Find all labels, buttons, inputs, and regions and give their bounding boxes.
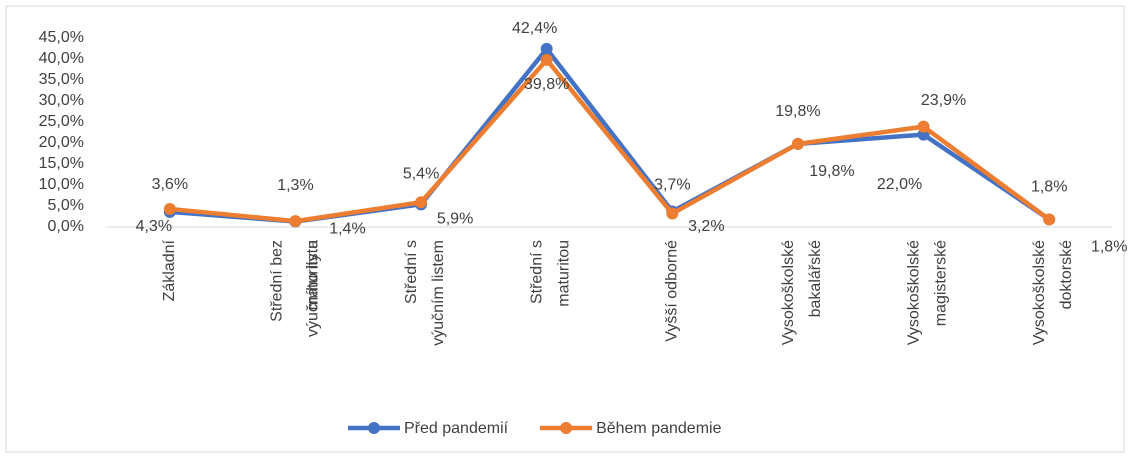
x-tick-label: Vysokoškolské magisterské [906,240,950,345]
y-tick-label: 5,0% [48,197,84,214]
point [917,120,930,133]
legend-marker [368,422,380,434]
x-tick-label: Střední s výučním listem [403,240,447,346]
x-tick-label: Základní [161,239,178,301]
data-label: 22,0% [877,176,922,193]
y-tick-label: 25,0% [39,113,84,130]
x-tick-label: Střední s maturitou [529,240,573,307]
data-label: 42,4% [512,20,557,37]
x-tick-label: Vyšší odborné [664,240,681,342]
y-tick-label: 45,0% [39,29,84,46]
point [415,196,428,209]
x-tick-label: Vysokoškolské bakalářské [780,240,824,345]
data-label: 1,8% [1031,179,1067,196]
y-tick-label: 20,0% [39,134,84,151]
data-label: 19,8% [809,163,854,180]
y-tick-label: 15,0% [39,155,84,172]
x-tick-label: Vysokoškolské doktorské [1031,240,1075,345]
data-label: 23,9% [921,92,966,109]
legend-marker [560,422,573,434]
x-tick-label: Střední bez maturity avýučního listu [269,240,322,337]
legend-label: Před pandemií [404,420,509,437]
data-label: 39,8% [524,76,569,93]
point [289,215,302,228]
data-label: 3,2% [688,218,724,235]
data-label: 3,7% [654,177,690,194]
y-tick-label: 0,0% [48,218,84,235]
point [163,202,176,215]
point [791,137,804,150]
data-label: 5,9% [437,210,473,227]
data-label: 1,4% [329,220,365,237]
data-label: 4,3% [136,218,172,235]
point [540,53,553,66]
y-tick-label: 10,0% [39,176,84,193]
point [1043,213,1056,226]
data-label: 1,8% [1091,239,1127,256]
y-tick-label: 30,0% [39,92,84,109]
y-tick-label: 35,0% [39,71,84,88]
data-label: 5,4% [403,166,439,183]
data-label: 1,3% [277,177,313,194]
data-label: 3,6% [152,176,188,193]
series-line [169,57,1051,224]
y-tick-label: 40,0% [39,50,84,67]
point [540,42,553,55]
legend-label: Během pandemie [596,420,722,437]
data-label: 19,8% [775,103,820,120]
point [666,207,679,220]
